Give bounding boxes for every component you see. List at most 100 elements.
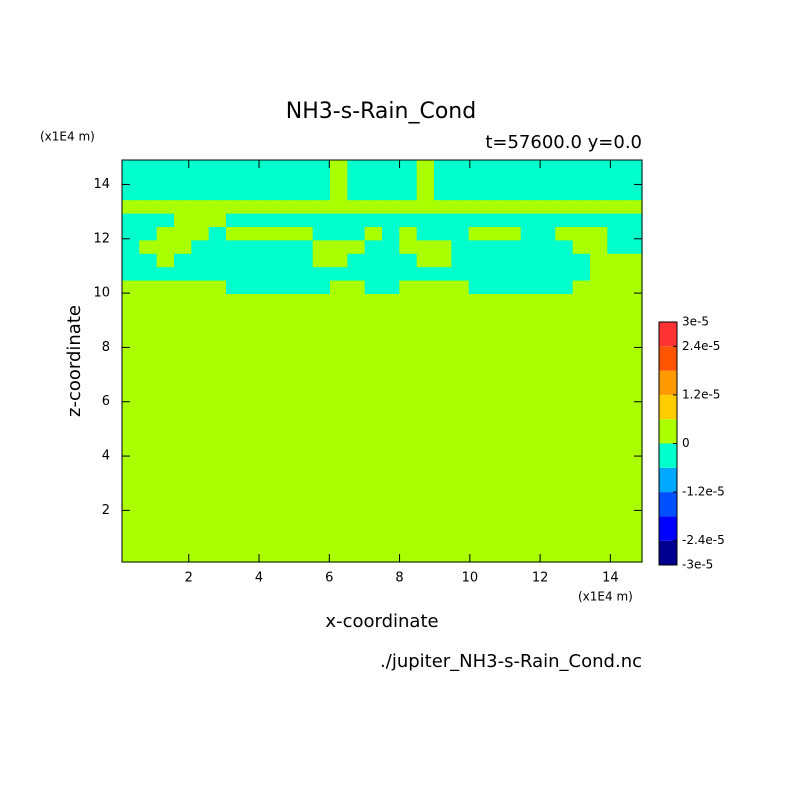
field-cell xyxy=(278,387,296,402)
field-cell xyxy=(139,240,158,255)
field-cell xyxy=(503,160,522,174)
field-cell xyxy=(382,227,400,241)
field-cell xyxy=(382,334,400,349)
field-cell xyxy=(468,186,487,201)
field-cell xyxy=(607,374,626,389)
field-cell xyxy=(468,428,487,442)
field-cell xyxy=(330,428,348,442)
field-cell xyxy=(451,280,470,295)
field-cell xyxy=(434,495,452,509)
field-cell xyxy=(330,347,348,362)
field-cell xyxy=(520,186,539,201)
field-cell xyxy=(572,227,591,241)
field-cell xyxy=(156,401,175,416)
field-cell xyxy=(243,521,262,536)
field-cell xyxy=(555,240,574,255)
field-cell xyxy=(382,535,400,550)
field-cell xyxy=(226,267,244,282)
field-cell xyxy=(139,481,158,496)
field-cell xyxy=(468,307,487,322)
field-cell xyxy=(208,508,227,523)
field-cell xyxy=(243,508,262,523)
field-cell xyxy=(295,481,314,496)
field-cell xyxy=(330,294,348,308)
field-cell xyxy=(260,495,279,509)
field-cell xyxy=(555,307,574,322)
field-cell xyxy=(243,240,262,255)
field-cell xyxy=(191,468,210,483)
field-cell xyxy=(416,294,435,308)
field-cell xyxy=(278,428,296,442)
field-cell xyxy=(399,428,418,442)
colorbar-band xyxy=(659,419,677,444)
field-cell xyxy=(174,334,192,349)
field-cell xyxy=(468,267,487,282)
field-cell xyxy=(538,186,556,201)
field-cell xyxy=(624,548,643,563)
field-cell xyxy=(122,414,140,429)
field-cell xyxy=(139,361,158,375)
field-cell xyxy=(191,280,210,295)
field-cell xyxy=(434,186,452,201)
field-cell xyxy=(122,454,140,469)
field-cell xyxy=(226,173,244,188)
field-cell xyxy=(139,387,158,402)
field-cell xyxy=(347,227,366,241)
y-tick-label: 6 xyxy=(102,394,110,409)
field-cell xyxy=(572,200,591,215)
field-cell xyxy=(416,468,435,483)
field-cell xyxy=(399,548,418,563)
field-cell xyxy=(312,468,331,483)
field-cell xyxy=(208,428,227,442)
field-cell xyxy=(399,280,418,295)
plot-frame xyxy=(121,159,643,563)
field-cell xyxy=(538,253,556,268)
field-cell xyxy=(416,495,435,509)
field-cell xyxy=(364,508,383,523)
field-cell xyxy=(295,414,314,429)
field-cell xyxy=(191,361,210,375)
field-cell xyxy=(624,173,643,188)
field-cell xyxy=(486,267,504,282)
field-cell xyxy=(503,521,522,536)
field-cell xyxy=(122,508,140,523)
field-cell xyxy=(208,535,227,550)
field-cell xyxy=(156,294,175,308)
field-cell xyxy=(347,200,366,215)
field-cell xyxy=(451,160,470,174)
field-cell xyxy=(347,240,366,255)
field-cell xyxy=(174,414,192,429)
field-cell xyxy=(538,307,556,322)
field-cell xyxy=(520,280,539,295)
field-cell xyxy=(520,334,539,349)
field-cell xyxy=(312,508,331,523)
field-cell xyxy=(122,307,140,322)
field-cell xyxy=(208,441,227,456)
field-cell xyxy=(399,508,418,523)
field-cell xyxy=(451,441,470,456)
field-cell xyxy=(434,361,452,375)
field-cell xyxy=(451,414,470,429)
field-cell xyxy=(243,294,262,308)
field-cell xyxy=(139,414,158,429)
field-cell xyxy=(156,173,175,188)
field-cell xyxy=(174,173,192,188)
field-cell xyxy=(486,240,504,255)
field-cell xyxy=(382,508,400,523)
field-cell xyxy=(503,200,522,215)
field-cell xyxy=(226,441,244,456)
field-cell xyxy=(555,495,574,509)
field-cell xyxy=(347,320,366,335)
field-cell xyxy=(226,334,244,349)
field-cell xyxy=(382,320,400,335)
field-cell xyxy=(382,401,400,416)
field-cell xyxy=(451,253,470,268)
field-cell xyxy=(486,294,504,308)
field-cell xyxy=(139,280,158,295)
field-cell xyxy=(590,200,608,215)
field-cell xyxy=(520,173,539,188)
field-cell xyxy=(572,320,591,335)
field-cell xyxy=(191,374,210,389)
field-cell xyxy=(278,401,296,416)
field-cell xyxy=(260,508,279,523)
